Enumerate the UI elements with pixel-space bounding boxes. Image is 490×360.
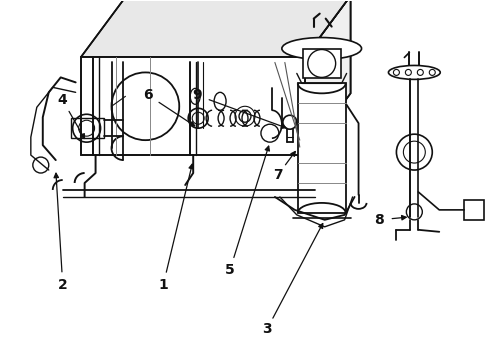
Text: 3: 3 — [262, 323, 272, 337]
Circle shape — [308, 50, 336, 77]
Text: 6: 6 — [144, 88, 153, 102]
Polygon shape — [303, 49, 341, 78]
Text: 2: 2 — [58, 278, 68, 292]
Ellipse shape — [389, 66, 440, 80]
Polygon shape — [81, 0, 350, 58]
Ellipse shape — [282, 37, 362, 59]
Text: 4: 4 — [58, 93, 68, 107]
Text: 8: 8 — [374, 213, 384, 227]
Polygon shape — [298, 84, 345, 213]
Polygon shape — [305, 0, 350, 155]
Text: 5: 5 — [225, 263, 235, 276]
Text: 7: 7 — [273, 168, 283, 182]
Circle shape — [396, 134, 432, 170]
Polygon shape — [81, 58, 305, 155]
Text: 1: 1 — [158, 278, 168, 292]
Text: 9: 9 — [193, 88, 202, 102]
Bar — [464, 200, 484, 220]
Circle shape — [406, 204, 422, 220]
